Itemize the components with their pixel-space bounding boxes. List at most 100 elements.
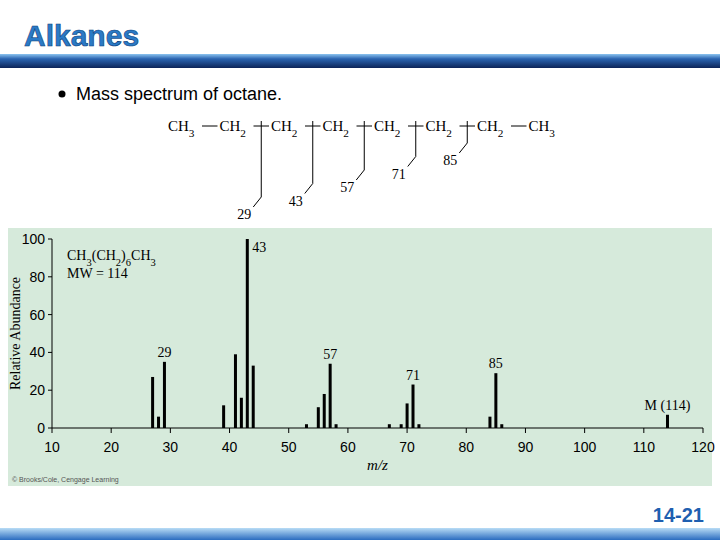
x-tick [643, 428, 644, 433]
peak-label: 71 [406, 368, 420, 383]
peak [317, 407, 320, 428]
peak [240, 398, 243, 428]
fragment-line [305, 121, 313, 194]
peak [252, 366, 255, 428]
peak [329, 364, 332, 428]
subscript: 2 [343, 127, 349, 139]
y-tick [48, 239, 52, 240]
y-tick [48, 390, 52, 391]
bullet-text: Mass spectrum of octane. [76, 84, 282, 104]
formula-char: H [539, 118, 550, 134]
x-tick [466, 428, 467, 433]
peak-label: M (114) [645, 398, 691, 414]
y-tick-label: 80 [29, 269, 45, 285]
y-tick-label: 0 [37, 420, 45, 436]
y-tick [48, 352, 52, 353]
slide: AlkanesMass spectrum of octane.14-21© Br… [0, 0, 720, 540]
subscript: 2 [498, 127, 504, 139]
structure-group: CH2 [271, 118, 297, 139]
y-tick [48, 314, 52, 315]
fragment-line [459, 121, 467, 153]
peak [417, 424, 420, 428]
slide-title: Alkanes [24, 19, 139, 52]
fragment-line [408, 121, 416, 167]
credit: © Brooks/Cole, Cengage Learning [12, 476, 119, 484]
header-bar [0, 54, 720, 68]
formula-char: C [529, 118, 539, 134]
mw-label: MW = 114 [67, 266, 128, 281]
x-tick-label: 40 [222, 439, 238, 455]
x-tick [407, 428, 408, 433]
x-axis-label: m/z [367, 457, 388, 473]
formula-char: H [230, 118, 241, 134]
chart: 020406080100102030405060708090100110120m… [8, 231, 715, 473]
peak [234, 354, 237, 428]
peak [305, 424, 308, 428]
formula-char: H [487, 118, 498, 134]
subscript: 3 [549, 127, 555, 139]
fragment-line [356, 121, 364, 180]
subscript: 3 [151, 257, 156, 268]
peak [157, 417, 160, 428]
fragment-label: 29 [237, 207, 251, 222]
subscript: 3 [189, 127, 195, 139]
x-tick-label: 100 [573, 439, 597, 455]
peak [666, 415, 669, 428]
x-tick-label: 70 [399, 439, 415, 455]
bullet-dot [59, 91, 66, 98]
formula-char: C [220, 118, 230, 134]
formula-char: H [333, 118, 344, 134]
formula-char: H [76, 248, 86, 263]
structure-group: CH2 [477, 118, 503, 139]
peak [388, 424, 391, 428]
peak [500, 424, 503, 428]
y-tick [48, 276, 52, 277]
peak [494, 373, 497, 428]
formula-char: C [374, 118, 384, 134]
fragment-label: 85 [443, 153, 457, 168]
x-tick-label: 120 [691, 439, 715, 455]
peak [323, 394, 326, 428]
x-tick [229, 428, 230, 433]
x-tick-label: 90 [518, 439, 534, 455]
x-tick [170, 428, 171, 433]
fragment-label: 71 [392, 167, 406, 182]
peak [151, 377, 154, 428]
peak [335, 424, 338, 428]
x-tick-label: 110 [633, 439, 656, 455]
peak [246, 239, 249, 428]
formula-char: H [436, 118, 447, 134]
bond [202, 126, 218, 127]
fragment-label: 43 [289, 194, 303, 209]
subscript: 2 [292, 127, 298, 139]
formula-char: C [477, 118, 487, 134]
formula: CH3(CH2)6CH3 [67, 248, 156, 268]
background [0, 0, 720, 540]
structure-group: CH3 [168, 118, 195, 139]
peak [222, 405, 225, 428]
footer-bar [0, 528, 720, 540]
bars [151, 239, 669, 428]
structure: CH3CH2CH2CH2CH2CH2CH2CH32943577185 [168, 118, 555, 222]
structure-group: CH2 [426, 118, 452, 139]
peak-label: 85 [489, 356, 503, 371]
structure-group: CH2 [220, 118, 246, 139]
peak [412, 385, 415, 428]
y-tick-label: 20 [29, 382, 45, 398]
y-axis [52, 239, 53, 428]
x-tick-label: 50 [281, 439, 297, 455]
fragment-label: 57 [340, 180, 354, 195]
formula-char: H [384, 118, 395, 134]
y-tick-label: 100 [22, 231, 46, 247]
x-tick [52, 428, 53, 433]
peak [488, 417, 491, 428]
x-tick [288, 428, 289, 433]
y-tick-label: 60 [29, 307, 45, 323]
formula-char: H [106, 248, 116, 263]
x-tick [584, 428, 585, 433]
x-tick [703, 428, 704, 433]
peak [163, 362, 166, 428]
formula-char: H [178, 118, 189, 134]
x-tick [347, 428, 348, 433]
formula-char: H [140, 248, 150, 263]
